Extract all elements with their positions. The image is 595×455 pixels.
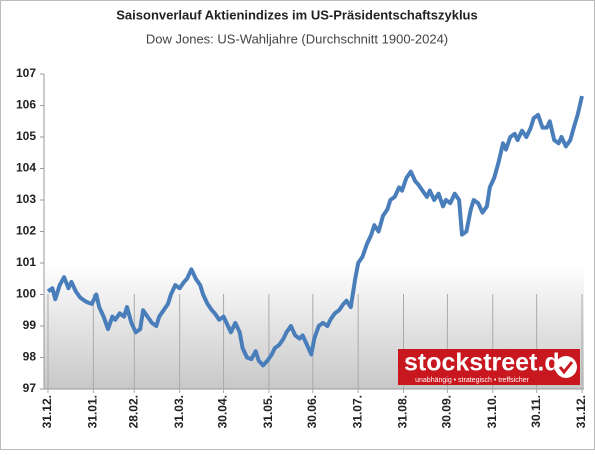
x-tick-label: 30.04. <box>216 395 230 428</box>
logo-icon <box>555 356 577 378</box>
line-series <box>46 95 584 368</box>
y-tick-label: 100 <box>16 287 36 301</box>
y-tick-label: 107 <box>16 66 36 80</box>
x-tick-label: 31.12. <box>574 395 588 428</box>
y-tick-label: 103 <box>16 192 36 206</box>
y-tick-label: 97 <box>23 381 37 395</box>
y-tick-label: 102 <box>16 224 36 238</box>
x-tick-label: 30.09. <box>440 395 454 428</box>
x-tick-label: 31.01. <box>86 395 100 428</box>
y-tick-label: 98 <box>23 350 37 364</box>
x-tick-label: 31.07. <box>350 395 364 428</box>
x-tick-label: 31.03. <box>172 395 186 428</box>
chart-title: Saisonverlauf Aktienindizes im US-Präsid… <box>116 7 477 22</box>
x-tick-label: 30.11. <box>529 395 543 428</box>
x-tick-label: 31.05. <box>261 395 275 428</box>
y-tick-label: 105 <box>16 129 36 143</box>
x-tick-label: 30.06. <box>305 395 319 428</box>
x-tick-label: 31.08. <box>396 395 410 428</box>
y-tick-label: 101 <box>16 255 36 269</box>
logo-check <box>558 361 574 375</box>
y-tick-label: 104 <box>16 161 36 175</box>
logo-text: stockstreet.de <box>404 349 574 377</box>
logo-tagline: unabhängig • strategisch • treffsicher <box>415 377 529 384</box>
y-tick-label: 99 <box>23 318 37 332</box>
chart-subtitle: Dow Jones: US-Wahljahre (Durchschnitt 19… <box>146 31 448 46</box>
y-tick-label: 106 <box>16 98 36 112</box>
x-tick-label: 31.10. <box>485 395 499 428</box>
x-tick-label: 28.02. <box>126 395 140 428</box>
logo: stockstreet.de unabhängig • strategisch … <box>398 349 580 385</box>
x-tick-label: 31.12. <box>40 395 54 428</box>
logo-box <box>398 349 580 385</box>
